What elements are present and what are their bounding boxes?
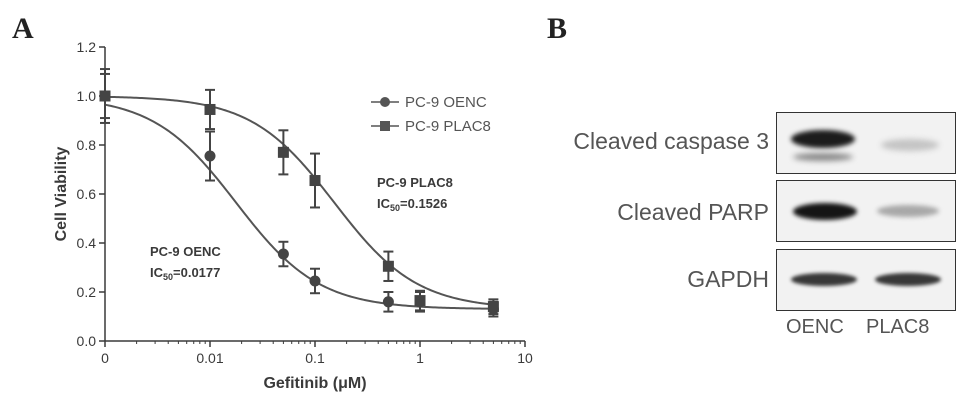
legend-label-oenc: PC-9 OENC <box>405 94 487 111</box>
x-tick-label: 0.1 <box>305 350 325 366</box>
band-caspase3-plac8 <box>881 139 939 151</box>
data-point-plac8 <box>277 146 289 158</box>
data-point-plac8 <box>309 175 321 187</box>
lane-label-plac8: PLAC8 <box>866 316 930 338</box>
y-tick-label: 0.2 <box>77 284 97 300</box>
band-gapdh-plac8 <box>875 273 941 286</box>
blot-strip-gapdh <box>776 249 956 311</box>
data-point-oenc <box>204 150 216 162</box>
x-tick-label: 0.01 <box>196 350 223 366</box>
lane-label-oenc: OENC <box>786 316 844 338</box>
x-tick-label: 10 <box>517 350 533 366</box>
legend-label-plac8: PC-9 PLAC8 <box>405 118 491 135</box>
data-point-plac8 <box>487 301 499 313</box>
x-tick-label: 1 <box>416 350 424 366</box>
legend-marker-oenc <box>380 97 390 107</box>
y-tick-label: 0.0 <box>77 333 97 349</box>
panel-a-label: A <box>12 12 34 45</box>
band-caspase3-oenc <box>791 130 855 148</box>
blot-label-cleaved-caspase-3: Cleaved caspase 3 <box>573 128 769 154</box>
y-axis-title: Cell Viability <box>53 146 70 241</box>
y-tick-label: 0.6 <box>77 186 97 202</box>
blot-strip-cleaved-caspase-3 <box>776 112 956 174</box>
y-tick-label: 1.2 <box>77 39 97 55</box>
data-point-oenc <box>309 275 321 287</box>
y-tick-label: 1.0 <box>77 88 97 104</box>
fit-curve-oenc <box>104 103 494 310</box>
y-tick-label: 0.4 <box>77 235 97 251</box>
annotation-plac8-ic50: IC50=0.1526 <box>377 196 447 213</box>
data-point-plac8 <box>382 260 394 272</box>
band-parp-plac8 <box>877 205 939 217</box>
x-tick-label: 0 <box>101 350 109 366</box>
blot-strip-cleaved-parp <box>776 180 956 242</box>
annotation-plac8-value: =0.1526 <box>400 196 447 211</box>
data-point-plac8 <box>414 295 426 307</box>
y-tick-label: 0.8 <box>77 137 97 153</box>
annotation-plac8-name: PC-9 PLAC8 <box>377 175 453 190</box>
blot-label-gapdh: GAPDH <box>687 266 769 292</box>
data-point-oenc <box>277 248 289 260</box>
blot-label-cleaved-parp: Cleaved PARP <box>617 199 769 225</box>
annotation-oenc-sub: 50 <box>163 272 173 282</box>
data-point-oenc <box>382 296 394 308</box>
dose-response-chart: 0.0 0.2 0.4 0.6 0.8 1.0 1.2 0 0.01 0.1 1 10 Gefiti… <box>53 39 533 392</box>
annotation-oenc-value: =0.0177 <box>173 265 220 280</box>
legend-marker-plac8 <box>380 121 390 131</box>
annotation-oenc-name: PC-9 OENC <box>150 244 221 259</box>
data-point-plac8 <box>204 103 216 115</box>
x-axis-title: Gefitinib (μM) <box>263 375 366 392</box>
data-point-plac8 <box>99 90 111 102</box>
band-gapdh-oenc <box>791 273 857 286</box>
annotation-oenc-ic: IC <box>150 265 164 280</box>
band-parp-oenc <box>793 203 857 220</box>
annotation-plac8-sub: 50 <box>390 203 400 213</box>
annotation-oenc-ic50: IC50=0.0177 <box>150 265 220 282</box>
panel-b-label: B <box>547 12 568 45</box>
fit-curve-plac8 <box>104 95 494 306</box>
band-caspase3-oenc-faint <box>793 153 853 161</box>
annotation-plac8-ic: IC <box>377 196 391 211</box>
legend: PC-9 OENC PC-9 PLAC8 <box>371 94 491 135</box>
